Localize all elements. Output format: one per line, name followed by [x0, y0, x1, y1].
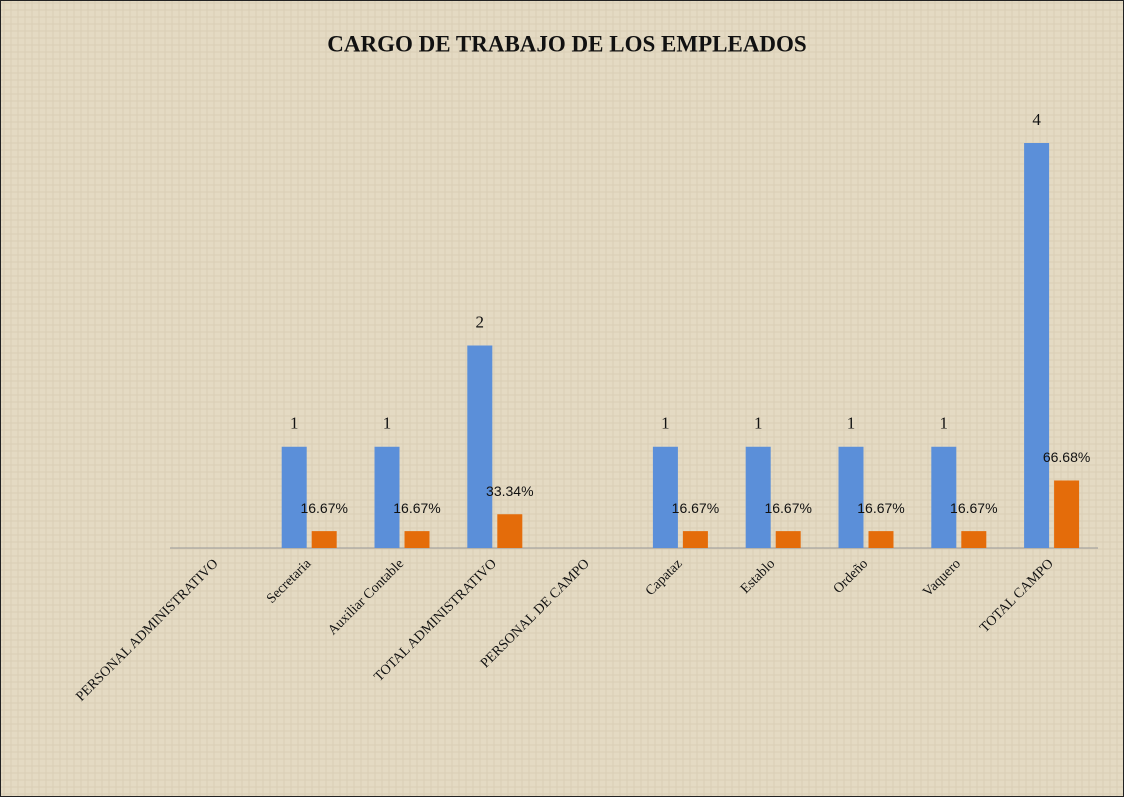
bar — [374, 446, 400, 548]
data-label: 1 — [290, 414, 299, 433]
data-label: 16.67% — [393, 500, 440, 516]
bar — [281, 446, 307, 548]
bar — [467, 345, 493, 548]
bar — [868, 531, 894, 548]
data-label: 16.67% — [300, 500, 347, 516]
data-label: 16.67% — [950, 500, 997, 516]
bar — [497, 514, 523, 548]
data-label: 1 — [847, 414, 856, 433]
bar — [931, 446, 957, 548]
data-label: 2 — [476, 312, 485, 331]
bar — [311, 531, 337, 548]
bar — [775, 531, 801, 548]
data-label: 66.68% — [1043, 449, 1090, 465]
data-label: 16.67% — [764, 500, 811, 516]
data-label: 1 — [383, 414, 392, 433]
bar — [961, 531, 987, 548]
bar — [652, 446, 678, 548]
chart-title: CARGO DE TRABAJO DE LOS EMPLEADOS — [327, 31, 806, 56]
bar — [838, 446, 864, 548]
data-label: 16.67% — [672, 500, 719, 516]
data-label: 33.34% — [486, 483, 533, 499]
data-label: 16.67% — [857, 500, 904, 516]
bar — [682, 531, 708, 548]
bar — [404, 531, 430, 548]
data-label: 1 — [754, 414, 763, 433]
bar — [745, 446, 771, 548]
data-label: 1 — [940, 414, 949, 433]
data-label: 4 — [1032, 110, 1041, 129]
bar — [1054, 480, 1080, 548]
bar — [1024, 143, 1050, 548]
data-label: 1 — [661, 414, 670, 433]
